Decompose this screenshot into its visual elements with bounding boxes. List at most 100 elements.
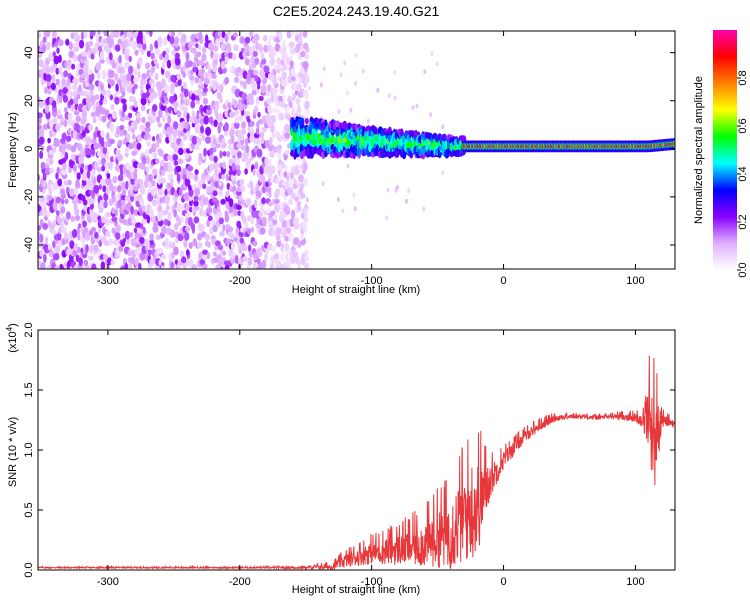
- spectrogram-cell: [101, 165, 106, 172]
- spectrogram-cell: [114, 31, 120, 38]
- spectrogram-cell: [128, 112, 133, 119]
- spectrogram-cell: [54, 138, 60, 148]
- spectrogram-cell: [233, 209, 239, 217]
- spectrogram-cell: [288, 178, 293, 188]
- spectrogram-cell: [240, 185, 246, 192]
- spectrogram-cell: [214, 102, 220, 111]
- spectrogram-cell: [82, 50, 87, 57]
- spectrogram-cell: [345, 90, 349, 96]
- spectrogram-cell: [242, 216, 247, 224]
- spectrogram-cell: [218, 187, 223, 197]
- spectrogram-cell: [70, 215, 76, 222]
- spectrogram-cell: [115, 164, 121, 172]
- spectrogram-cell: [259, 206, 265, 213]
- spectrogram-cell: [112, 193, 116, 203]
- spectrogram-cell: [40, 262, 46, 269]
- spectrogram-cell: [57, 84, 62, 90]
- spectrogram-cell: [177, 158, 184, 165]
- spectrogram-cell: [99, 199, 105, 209]
- spectrogram-cell: [67, 112, 73, 121]
- spectrogram-cell: [242, 70, 248, 80]
- spectrogram-cell: [288, 100, 293, 109]
- spectrogram-cell: [121, 67, 126, 74]
- spectrogram-cell: [304, 108, 310, 116]
- spectrogram-cell: [172, 127, 178, 137]
- spectrogram-cell: [393, 95, 397, 101]
- spectrogram-cell: [64, 232, 68, 241]
- spectrogram-cell: [65, 38, 70, 46]
- spectrogram-cell: [124, 262, 129, 269]
- spectrogram-cell: [257, 190, 262, 198]
- spectrogram-cell: [176, 73, 181, 81]
- spectrogram-cell: [101, 89, 107, 96]
- spectrogram-cell: [269, 150, 275, 158]
- snr-multiplier-label: (x104): [5, 323, 19, 353]
- spectrogram-cell: [291, 75, 296, 81]
- spectrogram-cell: [126, 133, 131, 140]
- spectrogram-cell: [53, 252, 60, 261]
- spectrogram-cell: [240, 227, 245, 233]
- spectrogram-cell: [95, 62, 102, 71]
- spectrogram-cell: [139, 251, 146, 261]
- spectrogram-cell: [68, 50, 75, 59]
- spectrogram-cell: [106, 132, 110, 142]
- spectrogram-cell: [200, 74, 205, 82]
- spectrogram-cell: [43, 201, 47, 208]
- spectrogram-cell: [249, 180, 253, 189]
- spectrogram-cell: [82, 248, 87, 255]
- spectrogram-cell: [227, 31, 232, 36]
- spectrogram-cell: [138, 262, 142, 269]
- spectrogram-cell: [73, 42, 79, 48]
- spectrogram-cell: [141, 73, 148, 80]
- spectrogram-cell: [38, 116, 42, 124]
- spectrogram-cell: [169, 36, 175, 45]
- spectrogram-cell: [47, 137, 51, 144]
- spectrogram-cell: [236, 220, 242, 228]
- spectrogram-cell: [77, 103, 84, 113]
- spectrogram-cell: [67, 90, 72, 99]
- spectrogram-cell: [177, 78, 182, 87]
- spectrogram-cell: [62, 87, 69, 94]
- spectrogram-cell: [48, 52, 54, 62]
- spectrogram-cell: [181, 33, 187, 43]
- spectrogram-cell: [204, 136, 212, 144]
- spectrogram-cell: [213, 161, 218, 170]
- spectrogram-cell: [284, 164, 288, 172]
- spectrogram-cell: [235, 164, 241, 171]
- spectrogram-cell: [85, 147, 92, 156]
- spectrogram-cell: [300, 50, 306, 58]
- spectrogram-cell: [152, 104, 158, 112]
- spectrogram-cell: [251, 82, 257, 91]
- spectrogram-cell: [183, 98, 190, 106]
- spectrogram-cell: [266, 84, 272, 92]
- spectrogram-cell: [272, 146, 279, 153]
- spectrogram-cell: [157, 36, 163, 45]
- spectrogram-cell: [245, 198, 252, 206]
- spectrogram-cell: [67, 59, 72, 67]
- spectrogram-cell: [221, 31, 226, 38]
- spectrogram-cell: [55, 210, 60, 216]
- spectrogram-cell: [279, 201, 284, 210]
- spectrogram-cell: [290, 209, 296, 219]
- spectrogram-cell: [92, 117, 97, 124]
- spectrogram-cell: [57, 39, 64, 47]
- spectrogram-cell: [56, 166, 60, 175]
- spectrogram-cell: [177, 31, 183, 36]
- spectrogram-cell: [275, 188, 281, 197]
- spectrogram-cell: [153, 220, 159, 228]
- spectrogram-cell: [393, 70, 397, 76]
- spectrogram-cell: [61, 132, 67, 141]
- spectrogram-x-tick-label: -200: [229, 275, 251, 287]
- spectrogram-cell: [236, 151, 242, 159]
- spectrogram-cell: [184, 178, 191, 187]
- spectrogram-cell: [181, 256, 187, 264]
- spectrogram-cell: [289, 46, 295, 56]
- spectrogram-cell: [259, 131, 265, 139]
- spectrogram-cell: [423, 69, 427, 75]
- spectrogram-cell: [219, 95, 223, 104]
- spectrogram-cell: [229, 111, 236, 118]
- spectrogram-cell: [264, 252, 268, 262]
- spectrogram-cell: [73, 96, 79, 105]
- spectrogram-cell: [72, 54, 78, 63]
